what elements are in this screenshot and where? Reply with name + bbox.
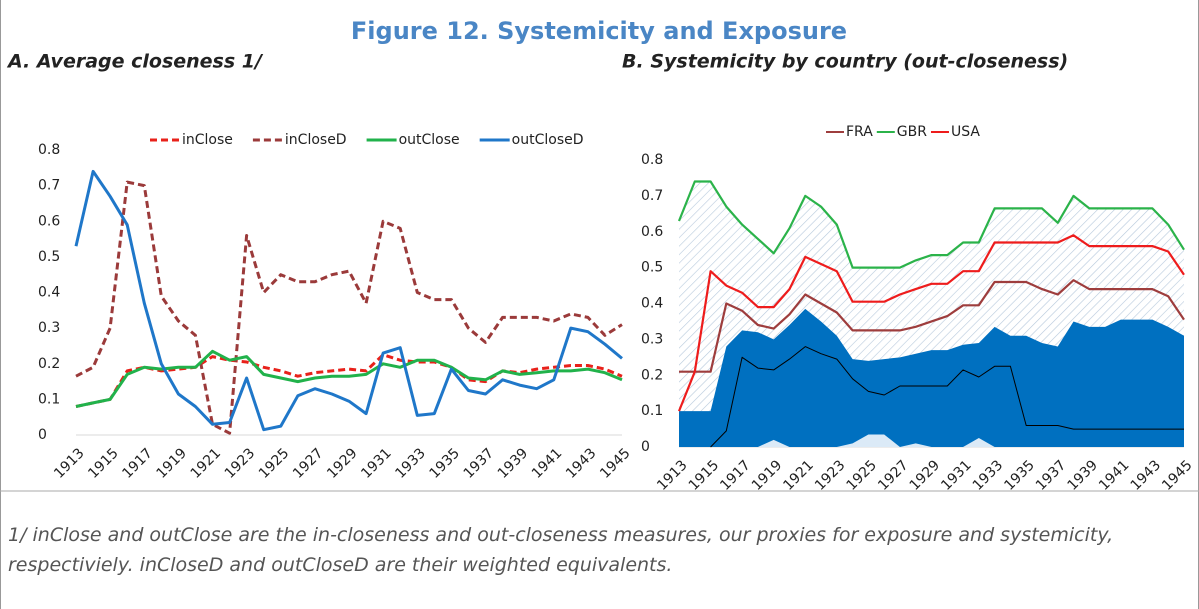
x-tick-label: 1913 xyxy=(654,457,691,494)
y-tick-label: 0.4 xyxy=(38,285,60,301)
legend-label: FRA xyxy=(846,124,873,140)
x-tick-label: 1935 xyxy=(427,445,464,482)
x-tick-label: 1925 xyxy=(256,445,293,482)
x-tick-label: 1927 xyxy=(290,445,327,482)
series-line xyxy=(75,353,623,408)
x-tick-label: 1939 xyxy=(1064,457,1101,494)
x-tick-label: 1923 xyxy=(222,445,259,482)
x-tick-label: 1935 xyxy=(1001,457,1038,494)
x-tick-label: 1913 xyxy=(51,445,88,482)
x-tick-label: 1937 xyxy=(461,445,498,482)
chart-title: A. Average closeness 1/ xyxy=(6,51,264,73)
series-line xyxy=(74,169,623,432)
x-tick-label: 1933 xyxy=(392,445,429,482)
y-tick-label: 0.7 xyxy=(38,178,60,194)
legend-label: outCloseD xyxy=(512,132,584,148)
footnote: 1/ inClose and outClose are the in-close… xyxy=(8,524,1114,576)
series-line xyxy=(75,180,623,435)
x-tick-label: 1917 xyxy=(717,457,754,494)
y-tick-label: 0.3 xyxy=(641,331,663,347)
legend-label: inCloseD xyxy=(285,132,347,148)
y-tick-label: 0 xyxy=(38,427,47,443)
x-tick-label: 1943 xyxy=(1128,457,1165,494)
x-tick-label: 1941 xyxy=(529,445,566,482)
y-tick-label: 0.6 xyxy=(38,213,60,229)
y-tick-label: 0.2 xyxy=(38,356,60,372)
x-tick-label: 1917 xyxy=(119,445,156,482)
x-tick-label: 1931 xyxy=(358,445,395,482)
y-tick-label: 0 xyxy=(641,439,650,455)
x-tick-label: 1945 xyxy=(1159,457,1196,494)
series-line xyxy=(679,279,1185,373)
x-tick-label: 1939 xyxy=(495,445,532,482)
y-tick-label: 0.8 xyxy=(38,142,60,158)
x-tick-label: 1919 xyxy=(154,445,191,482)
x-tick-label: 1929 xyxy=(907,457,944,494)
x-tick-label: 1925 xyxy=(844,457,881,494)
x-tick-label: 1943 xyxy=(563,445,600,482)
legend-label: GBR xyxy=(897,124,927,140)
y-tick-label: 0.2 xyxy=(641,367,663,383)
area xyxy=(679,308,1184,447)
x-tick-label: 1929 xyxy=(324,445,361,482)
x-tick-label: 1941 xyxy=(1096,457,1133,494)
y-tick-label: 0.1 xyxy=(38,391,60,407)
series-line xyxy=(677,234,1185,412)
legend-label: USA xyxy=(951,124,980,140)
chart-title: B. Systemicity by country (out-closeness… xyxy=(622,51,1068,73)
y-tick-label: 0.7 xyxy=(641,188,663,204)
legend-label: inClose xyxy=(182,132,233,148)
y-tick-label: 0.8 xyxy=(641,152,663,168)
y-tick-label: 0.5 xyxy=(641,260,663,276)
x-tick-label: 1933 xyxy=(970,457,1007,494)
y-tick-label: 0.1 xyxy=(641,403,663,419)
series-line xyxy=(710,346,1184,448)
series-line xyxy=(75,349,623,408)
x-tick-label: 1921 xyxy=(188,445,225,482)
x-tick-label: 1915 xyxy=(85,445,122,482)
x-tick-label: 1919 xyxy=(749,457,786,494)
x-tick-label: 1927 xyxy=(875,457,912,494)
y-tick-label: 0.3 xyxy=(38,320,60,336)
x-tick-label: 1915 xyxy=(686,457,723,494)
x-tick-label: 1931 xyxy=(938,457,975,494)
figure-title: Figure 12. Systemicity and Exposure xyxy=(351,17,847,45)
y-tick-label: 0.5 xyxy=(38,249,60,265)
x-tick-label: 1937 xyxy=(1033,457,1070,494)
x-tick-label: 1923 xyxy=(812,457,849,494)
series-line xyxy=(677,180,1185,269)
x-tick-label: 1945 xyxy=(597,445,634,482)
x-tick-label: 1921 xyxy=(780,457,817,494)
y-tick-label: 0.4 xyxy=(641,296,663,312)
legend-label: outClose xyxy=(399,132,460,148)
y-tick-label: 0.6 xyxy=(641,224,663,240)
